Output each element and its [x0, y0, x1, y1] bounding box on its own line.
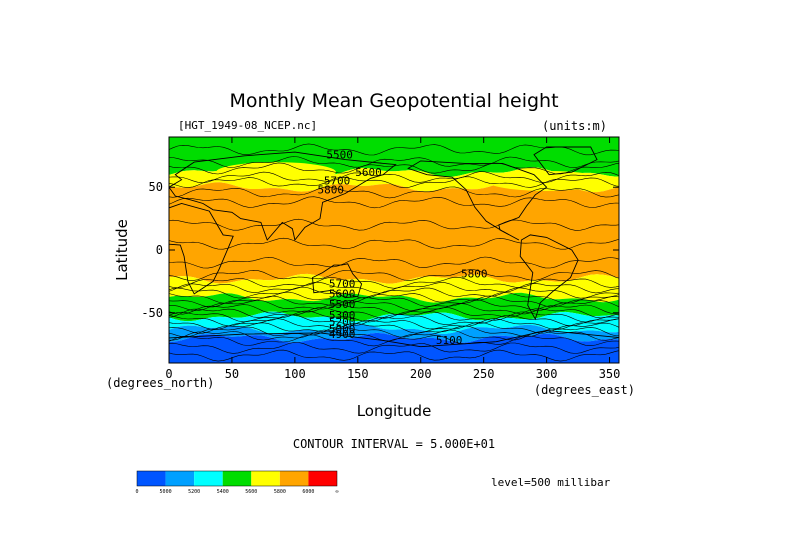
y-tick-label: -50 [141, 306, 163, 320]
contour-label: 4900 [329, 328, 356, 341]
continent-eurasia [169, 151, 397, 242]
contour-line [169, 291, 619, 304]
units-label: (units:m) [542, 119, 607, 133]
continent-north-america [407, 160, 548, 241]
colorbar-swatch [165, 471, 195, 486]
y-units-label: (degrees_north) [106, 376, 214, 390]
x-units-label: (degrees_east) [534, 383, 635, 397]
x-tick-label: 0 [165, 367, 172, 381]
colorbar-swatch [308, 471, 337, 486]
contour-line [169, 156, 619, 168]
contour-line [169, 218, 619, 231]
contour-interval-text: CONTOUR INTERVAL = 5.000E+01 [293, 437, 495, 451]
y-axis-label: Latitude [113, 219, 131, 281]
y-tick-label: 50 [149, 180, 163, 194]
colorbar-label: 0 [135, 489, 138, 495]
contour-line [169, 295, 619, 308]
contour-line [169, 286, 619, 299]
contour-label: 5500 [329, 298, 356, 311]
zone-blob-0 [215, 162, 336, 183]
contour-label: 5600 [329, 288, 356, 301]
colorbar-label: 5600 [245, 489, 257, 495]
contour-label: 5800 [461, 268, 488, 281]
colorbar-label: 6000 [302, 489, 314, 495]
zone-7 [169, 332, 619, 363]
contour-label: 5700 [329, 278, 356, 291]
contour-line [169, 171, 619, 184]
contour-line [169, 342, 619, 354]
colorbar-label: 5400 [217, 489, 229, 495]
continent-greenland [533, 146, 598, 176]
contour-line [169, 256, 619, 269]
contour-label: 5800 [318, 184, 345, 197]
contour-line [169, 329, 619, 342]
zone-blob-1 [486, 170, 607, 191]
contour-label: 5000 [329, 323, 356, 336]
contour-line [169, 299, 619, 312]
continent-antarctica [169, 329, 619, 348]
contour-line [169, 325, 619, 338]
colorbar-swatch [137, 471, 166, 486]
contour-label: 5600 [355, 166, 382, 179]
contour-line [169, 176, 619, 189]
chart-title: Monthly Mean Geopotential height [229, 90, 558, 112]
colorbar-swatch [222, 471, 252, 486]
x-tick-label: 150 [347, 367, 369, 381]
contour-label: 5500 [326, 148, 353, 161]
contour-labels: 5500560057005800580057005600550053005200… [318, 148, 488, 347]
zone-2 [169, 182, 619, 284]
y-axis-ticks: 50 0 -50 [141, 180, 619, 320]
colorbar-label: 5800 [274, 489, 286, 495]
continent-south-america [519, 234, 579, 321]
colorbar-swatch [279, 471, 309, 486]
colorbar-label: 5200 [188, 489, 200, 495]
contour-line [169, 349, 619, 362]
x-tick-label: 100 [284, 367, 306, 381]
contour-lines [169, 143, 619, 362]
contour-label: 5100 [436, 334, 463, 347]
colorbar-label: 5000 [160, 489, 172, 495]
continent-africa [169, 203, 234, 295]
x-tick-label: 50 [225, 367, 239, 381]
continent-australia [312, 263, 363, 299]
plot-area: 5500560057005800580057005600550053005200… [169, 137, 619, 363]
x-tick-label: 200 [410, 367, 432, 381]
x-tick-label: 300 [536, 367, 558, 381]
contour-label: 5300 [329, 309, 356, 322]
contour-line [169, 318, 619, 331]
x-tick-label: 250 [473, 367, 495, 381]
contour-line [169, 281, 619, 294]
contour-label: 5700 [324, 175, 351, 188]
contour-label: 5200 [329, 315, 356, 328]
contour-line [169, 310, 619, 323]
contour-line [169, 276, 619, 289]
contour-line [169, 307, 619, 319]
colorbar-label: ∞ [335, 489, 338, 495]
contour-line [169, 143, 619, 156]
level-text: level=500 millibar [491, 476, 611, 489]
x-axis-ticks: 0 50 100 150 200 250 300 350 [165, 137, 620, 381]
colorbar-swatch [251, 471, 280, 486]
continent-outlines [169, 146, 619, 348]
contour-line [169, 334, 619, 347]
x-tick-label: 350 [599, 367, 621, 381]
colorbar: 0 5000 5200 5400 5600 5800 6000 ∞ [135, 470, 339, 495]
y-tick-label: 0 [156, 243, 163, 257]
contour-line [169, 237, 619, 250]
contour-line [169, 269, 619, 281]
file-label: [HGT_1949-08_NCEP.nc] [178, 119, 317, 132]
contour-line [169, 186, 619, 199]
colorbar-frame [136, 470, 338, 487]
x-axis-label: Longitude [357, 402, 432, 420]
colorbar-swatch [194, 471, 223, 486]
contour-line [169, 196, 619, 209]
